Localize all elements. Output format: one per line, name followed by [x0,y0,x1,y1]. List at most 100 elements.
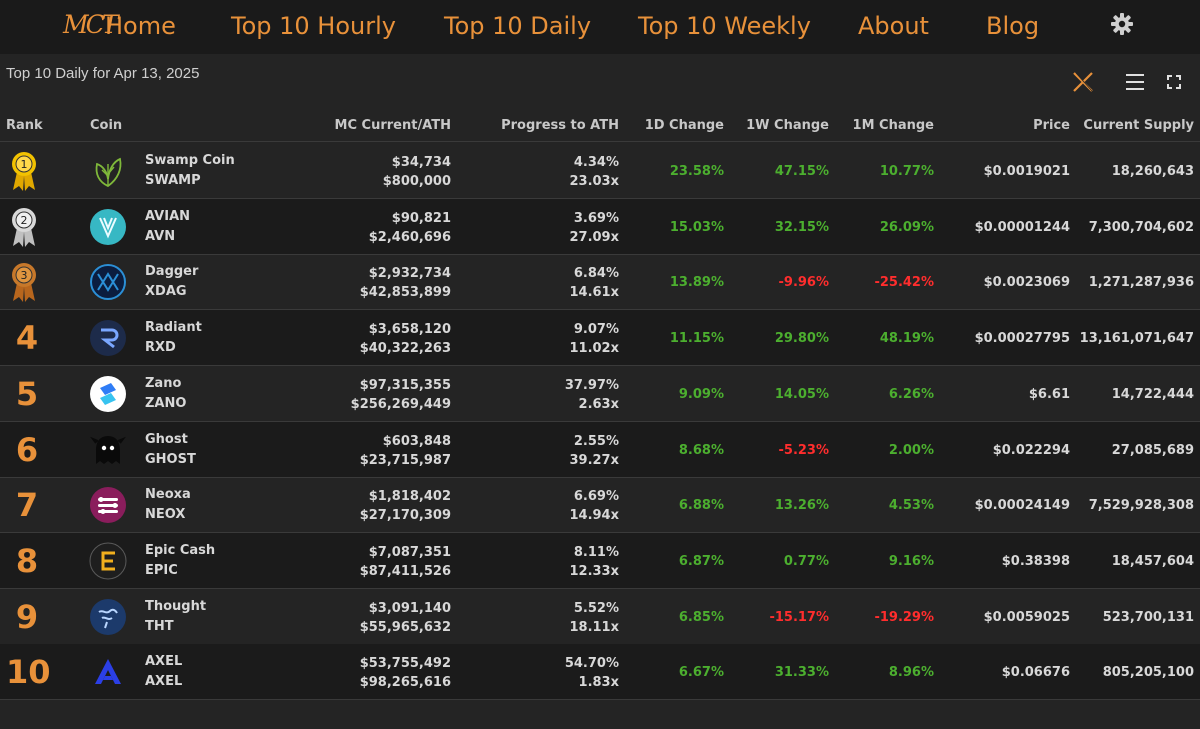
zano-icon[interactable] [89,375,127,413]
neoxa-icon[interactable] [89,486,127,524]
table-row[interactable]: 4 Radiant RXD $3,658,120 $40,322,263 9.0… [0,310,1200,367]
mc-current: $3,091,140 [368,600,451,616]
rank-number: 5 [15,374,39,413]
col-price[interactable]: Price [1033,118,1070,133]
x-twitter-icon[interactable] [1072,71,1094,93]
axel-icon[interactable] [89,653,127,691]
site-logo[interactable]: MCT [63,10,118,39]
price: $0.022294 [992,442,1070,458]
progress-cell: 3.69% 27.09x [569,209,619,247]
top-nav: MCT Home Top 10 Hourly Top 10 Daily Top … [0,0,1200,54]
coin-symbol: XDAG [145,284,187,300]
mc-ath: $40,322,263 [359,341,451,357]
change-1w: 13.26% [774,498,829,514]
ghost-icon[interactable] [89,431,127,469]
table-row[interactable]: 1 Swamp Coin SWAMP $34,734 $800,000 4.34… [0,143,1200,199]
nav-top10-weekly[interactable]: Top 10 Weekly [638,12,811,40]
mc-current: $90,821 [391,210,451,226]
col-1m[interactable]: 1M Change [852,118,934,133]
nav-home[interactable]: Home [105,12,176,40]
current-supply: 1,271,287,936 [1088,275,1194,291]
progress-multiple: 27.09x [569,229,619,245]
mc-current: $603,848 [382,433,451,449]
nav-top10-daily[interactable]: Top 10 Daily [444,12,592,40]
progress-cell: 6.69% 14.94x [569,487,619,525]
coin-name[interactable]: Radiant [145,320,202,336]
coin-name[interactable]: Ghost [145,431,188,447]
table-row[interactable]: 10 AXEL AXEL $53,755,492 $98,265,616 54.… [0,644,1200,701]
coin-name[interactable]: Neoxa [145,487,191,503]
thought-icon[interactable] [89,598,127,636]
mc-cell: $1,818,402 $27,170,309 [360,487,451,525]
change-1d: 23.58% [669,164,724,179]
progress-multiple: 2.63x [578,396,619,412]
dagger-icon[interactable] [89,263,127,301]
epic-cash-icon[interactable] [89,542,127,580]
mc-ath: $42,853,899 [359,285,451,301]
col-rank[interactable]: Rank [6,118,43,133]
nav-top10-hourly[interactable]: Top 10 Hourly [231,12,396,40]
col-supply[interactable]: Current Supply [1083,118,1194,133]
mc-cell: $97,315,355 $256,269,449 [351,376,451,414]
progress-percent: 54.70% [564,656,619,672]
col-mc[interactable]: MC Current/ATH [334,118,451,133]
table-row[interactable]: 2 AVIAN AVN $90,821 $2,460,696 3.69% 27.… [0,198,1200,255]
change-1m: 9.16% [888,553,934,569]
radiant-icon[interactable] [89,319,127,357]
mc-ath: $87,411,526 [359,563,451,579]
progress-multiple: 12.33x [569,563,619,579]
change-1w: -5.23% [778,442,830,458]
change-1d: 8.68% [678,442,724,458]
progress-cell: 2.55% 39.27x [569,432,619,470]
progress-cell: 54.70% 1.83x [565,654,619,692]
change-1d: 9.09% [678,386,724,402]
rank-medal-icon: 3 [12,263,36,303]
coin-name[interactable]: Swamp Coin [145,153,235,168]
coin-name[interactable]: AXEL [145,654,183,670]
settings-gear-icon[interactable] [1110,12,1134,36]
current-supply: 805,205,100 [1102,665,1194,681]
coin-name[interactable]: Zano [145,375,182,391]
price: $0.0019021 [983,164,1070,179]
progress-percent: 3.69% [573,210,619,226]
price: $0.38398 [1001,553,1070,569]
change-1m: 2.00% [888,442,934,458]
rank-number: 4 [15,319,39,358]
rank-number: 7 [15,486,39,525]
nav-about[interactable]: About [858,12,929,40]
avian-icon[interactable] [89,208,127,246]
coin-name[interactable]: Epic Cash [145,542,216,558]
table-row[interactable]: 8 Epic Cash EPIC $7,087,351 $87,411,526 … [0,532,1200,589]
mc-ath: $98,265,616 [359,675,451,691]
col-progress[interactable]: Progress to ATH [501,118,619,133]
table-row[interactable]: 5 Zano ZANO $97,315,355 $256,269,449 37.… [0,366,1200,422]
menu-icon[interactable] [1126,73,1144,91]
change-1w: 0.77% [783,553,829,569]
fullscreen-icon[interactable] [1167,75,1181,89]
table-row[interactable]: 3 Dagger XDAG $2,932,734 $42,853,899 6.8… [0,254,1200,311]
mc-current: $7,087,351 [368,544,451,560]
coin-symbol: THT [145,618,174,634]
progress-multiple: 18.11x [569,619,619,635]
mc-current: $53,755,492 [359,656,451,672]
mc-cell: $3,091,140 $55,965,632 [360,599,451,637]
col-1d[interactable]: 1D Change [644,118,724,133]
rank-medal-icon: 1 [12,152,36,191]
rank-number: 10 [6,653,51,692]
col-1w[interactable]: 1W Change [746,118,829,133]
change-1w: -9.96% [778,275,830,291]
nav-blog[interactable]: Blog [986,12,1040,40]
progress-cell: 9.07% 11.02x [569,320,619,358]
coin-name[interactable]: Thought [145,598,207,614]
col-coin[interactable]: Coin [90,118,123,133]
mc-current: $1,818,402 [368,489,451,505]
mc-current: $97,315,355 [359,377,451,393]
coin-name[interactable]: Dagger [145,264,199,280]
progress-multiple: 14.61x [569,285,619,301]
swamp-leaf-icon[interactable] [89,152,127,190]
change-1w: -15.17% [769,609,829,625]
table-row[interactable]: 9 Thought THT $3,091,140 $55,965,632 5.5… [0,589,1200,645]
table-row[interactable]: 7 Neoxa NEOX $1,818,402 $27,170,309 6.69… [0,477,1200,534]
table-row[interactable]: 6 Ghost GHOST $603,848 $23,715,987 2.55%… [0,421,1200,478]
coin-name[interactable]: AVIAN [145,208,191,224]
